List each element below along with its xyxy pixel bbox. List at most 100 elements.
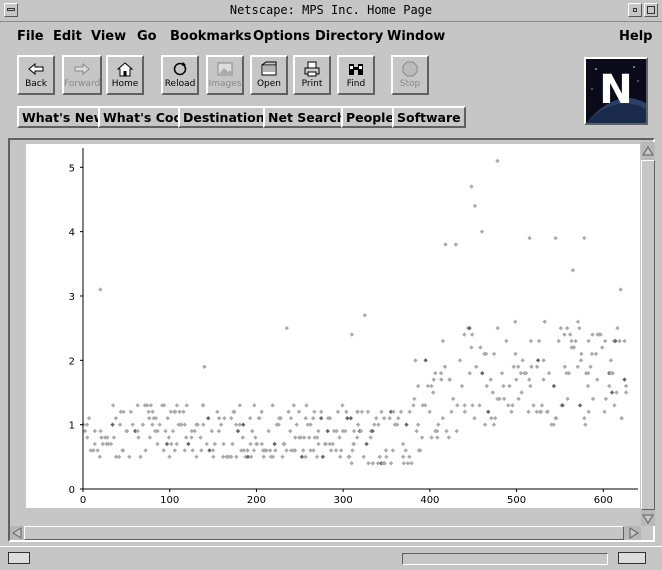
data-point [98, 428, 103, 434]
data-point [582, 235, 587, 241]
data-point [201, 422, 206, 427]
data-point [226, 454, 232, 460]
menu-options[interactable]: Options [253, 29, 310, 44]
data-point [429, 383, 434, 389]
menu-help[interactable]: Help [619, 29, 653, 44]
data-point [270, 454, 276, 460]
data-point [516, 396, 521, 402]
y-tick-label: 1 [69, 421, 75, 432]
forward-button[interactable]: Forward [62, 55, 102, 95]
menu-view[interactable]: View [91, 29, 127, 44]
data-point [347, 454, 352, 460]
data-point [478, 345, 483, 350]
data-point [454, 428, 459, 434]
data-point [155, 428, 160, 434]
menu-directory[interactable]: Directory [315, 29, 384, 44]
vertical-scroll-thumb[interactable] [641, 160, 655, 510]
print-button[interactable]: Print [293, 55, 331, 95]
data-point [235, 428, 241, 434]
data-point [447, 377, 453, 382]
data-point [501, 383, 506, 389]
minimize-icon [633, 8, 637, 12]
data-point [192, 428, 197, 434]
software-button[interactable]: Software [392, 106, 466, 128]
whats-new-button[interactable]: What's New [17, 106, 111, 128]
whats-cool-button[interactable]: What's Cool [98, 106, 192, 128]
menu-window[interactable]: Window [387, 29, 446, 44]
scroll-down-icon[interactable] [641, 512, 655, 526]
data-point [388, 409, 394, 414]
menu-edit[interactable]: Edit [53, 29, 82, 44]
data-point [169, 441, 174, 447]
forward-arrow-icon [74, 62, 90, 76]
data-point [168, 409, 174, 414]
scatter-plot-svg: 0 100 200 300 400 500 600 0 1 2 3 4 5 [69, 148, 638, 506]
data-point [425, 383, 431, 389]
data-point [273, 448, 278, 453]
horizontal-scrollbar[interactable] [10, 526, 641, 540]
scroll-right-icon[interactable] [627, 526, 641, 540]
mail-icon[interactable] [618, 552, 646, 564]
data-point [477, 403, 482, 408]
data-point [222, 416, 227, 421]
data-point [579, 351, 584, 357]
x-tick-label: 600 [594, 495, 613, 506]
home-button[interactable]: Home [106, 55, 144, 95]
data-point [492, 416, 498, 421]
data-point [383, 448, 389, 453]
back-button[interactable]: Back [17, 55, 55, 95]
people-button[interactable]: People [341, 106, 399, 128]
data-point [618, 287, 623, 292]
menu-go[interactable]: Go [137, 29, 157, 44]
data-point [259, 409, 264, 414]
images-label: Images [208, 79, 242, 89]
data-point [365, 409, 371, 414]
data-point [111, 435, 117, 440]
data-point [184, 403, 190, 408]
menu-file[interactable]: File [17, 29, 44, 44]
data-point [327, 416, 333, 421]
data-point [384, 454, 389, 460]
destinations-button[interactable]: Destinations [178, 106, 278, 128]
open-button[interactable]: Open [250, 55, 288, 95]
data-point [261, 454, 266, 460]
data-point [612, 403, 617, 408]
data-point [220, 454, 226, 460]
data-point [288, 428, 293, 434]
data-point [314, 454, 320, 460]
data-point [509, 409, 514, 414]
data-point [511, 364, 516, 369]
security-key-icon[interactable] [8, 552, 30, 564]
netscape-logo[interactable]: N [584, 57, 648, 125]
stop-button[interactable]: Stop [391, 55, 429, 95]
data-point [127, 454, 132, 460]
data-point [133, 428, 138, 434]
data-point [390, 448, 396, 453]
window-titlebar[interactable]: Netscape: MPS Inc. Home Page [0, 0, 662, 22]
menu-bookmarks[interactable]: Bookmarks [170, 29, 252, 44]
scroll-left-icon[interactable] [10, 526, 24, 540]
minimize-button[interactable] [628, 3, 642, 17]
net-search-button[interactable]: Net Search [263, 106, 351, 128]
data-point [84, 422, 90, 427]
horizontal-scroll-thumb[interactable] [24, 526, 624, 540]
data-point [170, 428, 176, 434]
data-point [355, 422, 361, 427]
images-button[interactable]: Images [206, 55, 244, 95]
find-label: Find [346, 79, 366, 89]
data-point [553, 235, 558, 241]
data-point [375, 461, 381, 466]
window-menu-button[interactable] [4, 3, 18, 17]
data-point [189, 428, 195, 434]
maximize-button[interactable] [644, 3, 658, 17]
vertical-scrollbar[interactable] [641, 142, 655, 526]
data-point [379, 409, 384, 414]
reload-button[interactable]: Reload [161, 55, 199, 95]
scroll-up-icon[interactable] [641, 144, 655, 158]
y-tick-label: 2 [69, 356, 75, 367]
data-point [469, 345, 474, 350]
find-button[interactable]: Find [337, 55, 375, 95]
back-arrow-icon [28, 62, 44, 76]
data-point [506, 403, 511, 408]
data-point [355, 409, 360, 414]
